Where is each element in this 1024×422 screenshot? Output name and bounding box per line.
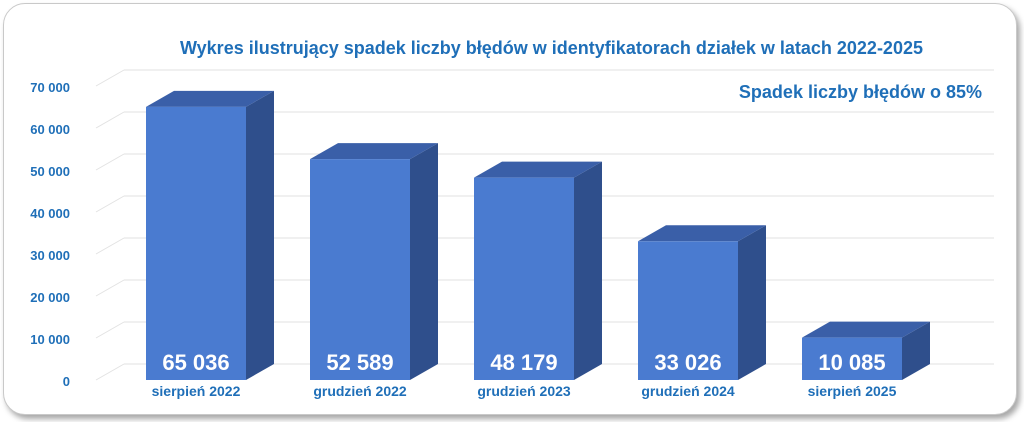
gridline-depth	[95, 363, 125, 381]
x-tick-label: sierpień 2025	[808, 383, 897, 399]
data-label: 33 026	[654, 350, 721, 375]
data-label: 48 179	[490, 350, 557, 375]
bar-top	[310, 143, 438, 160]
bar	[474, 177, 574, 380]
y-tick-label: 30 000	[30, 248, 70, 263]
bar-top	[146, 90, 274, 107]
gridline-depth	[95, 237, 125, 255]
gridline-depth	[95, 195, 125, 213]
chart-frame: Wykres ilustrujący spadek liczby błędów …	[3, 3, 1017, 415]
bar	[146, 106, 246, 380]
bar-side	[738, 225, 766, 380]
gridline-depth	[95, 153, 125, 171]
bar-top	[802, 321, 930, 338]
gridline-depth	[95, 279, 125, 297]
y-tick-label: 70 000	[30, 80, 70, 95]
gridline-depth	[95, 321, 125, 339]
y-tick-label: 60 000	[30, 122, 70, 137]
data-label: 10 085	[818, 350, 885, 375]
y-tick-label: 40 000	[30, 206, 70, 221]
chart-subtitle: Spadek liczby błędów o 85%	[738, 82, 982, 102]
bar-side	[574, 161, 602, 380]
bar-side	[410, 143, 438, 380]
bar	[638, 241, 738, 380]
y-tick-label: 10 000	[30, 332, 70, 347]
data-label: 52 589	[326, 350, 393, 375]
y-tick-label: 50 000	[30, 164, 70, 179]
bar-side	[246, 90, 274, 380]
x-tick-label: grudzień 2023	[477, 383, 571, 399]
bar-top	[474, 161, 602, 178]
y-tick-label: 20 000	[30, 290, 70, 305]
bar-top	[638, 225, 766, 242]
x-tick-label: sierpień 2022	[152, 383, 241, 399]
bar	[310, 159, 410, 380]
bar-side	[902, 321, 930, 380]
x-tick-label: grudzień 2022	[313, 383, 407, 399]
y-tick-label: 0	[63, 374, 70, 389]
bar-chart: 0 10 000 20 000 30 000 40 000 50 000 60 000 70 …	[30, 69, 994, 399]
data-label: 65 036	[162, 350, 229, 375]
gridline-depth	[95, 111, 125, 129]
bar	[802, 337, 902, 380]
gridline-depth	[95, 69, 125, 87]
chart-title: Wykres ilustrujący spadek liczby błędów …	[180, 38, 923, 58]
x-tick-label: grudzień 2024	[641, 383, 735, 399]
